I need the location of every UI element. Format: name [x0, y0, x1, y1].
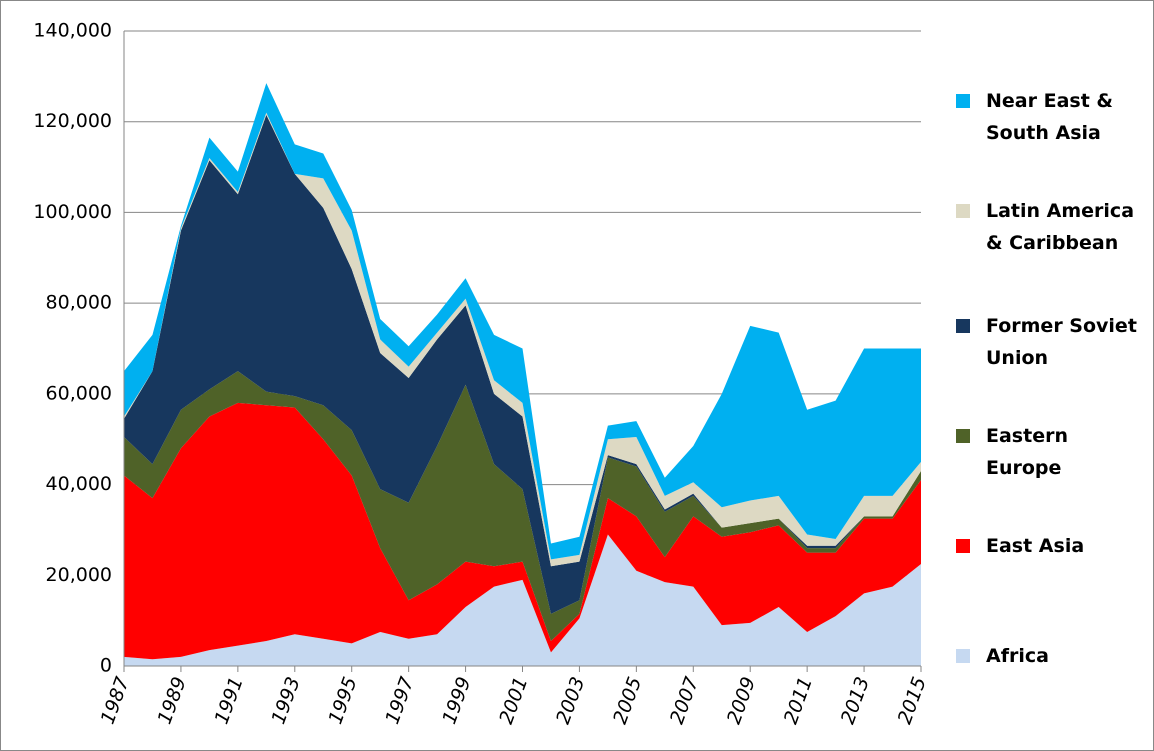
- y-tick-label: 80,000: [46, 292, 112, 314]
- area: [124, 534, 921, 666]
- y-tick-label: 20,000: [46, 564, 112, 586]
- y-tick-label: 40,000: [46, 473, 112, 495]
- x-tick-label: 2005: [609, 674, 646, 727]
- x-tick-label: 2009: [723, 674, 760, 727]
- legend-label: East Asia: [986, 535, 1085, 557]
- legend-entry: Former Soviet Union: [956, 310, 1146, 374]
- x-tick-label: 1999: [438, 674, 475, 727]
- legend-entry: Africa: [956, 640, 1146, 672]
- x-tick-label: 2015: [894, 674, 931, 727]
- x-tick-label: 2001: [495, 674, 532, 727]
- area: [124, 371, 921, 642]
- legend-swatch: [956, 539, 970, 553]
- x-tick-label: 1991: [211, 674, 248, 727]
- x-tick-label: 2013: [837, 674, 874, 727]
- y-tick-label: 0: [100, 655, 112, 677]
- legend-swatch: [956, 319, 970, 333]
- legend-swatch: [956, 649, 970, 663]
- x-tick-label: 2011: [780, 674, 817, 727]
- y-tick-label: 140,000: [33, 20, 112, 42]
- y-tick-label: 60,000: [46, 382, 112, 404]
- y-tick-label: 100,000: [33, 201, 112, 223]
- legend-label: Latin America & Caribbean: [986, 200, 1135, 254]
- legend-entry: Eastern Europe: [956, 420, 1146, 484]
- legend-label: Africa: [986, 645, 1049, 667]
- legend-swatch: [956, 429, 970, 443]
- x-tick-label: 1995: [324, 674, 361, 727]
- legend-entry: East Asia: [956, 530, 1146, 562]
- y-tick-label: 120,000: [33, 110, 112, 132]
- x-tick-label: 2007: [666, 674, 703, 727]
- x-tick-label: 1993: [267, 674, 304, 727]
- area: [124, 402, 921, 660]
- x-tick-label: 1987: [97, 674, 134, 727]
- legend-entry: Near East & South Asia: [956, 85, 1146, 149]
- legend-label: Eastern Europe: [986, 425, 1068, 479]
- legend-label: Near East & South Asia: [986, 90, 1113, 144]
- legend-label: Former Soviet Union: [986, 315, 1137, 369]
- x-tick-label: 1997: [381, 674, 418, 727]
- x-tick-label: 2003: [552, 674, 589, 727]
- legend-swatch: [956, 204, 970, 218]
- legend-swatch: [956, 94, 970, 108]
- area: [124, 114, 921, 614]
- x-tick-label: 1989: [154, 674, 191, 727]
- area: [124, 83, 921, 560]
- legend-entry: Latin America & Caribbean: [956, 195, 1146, 259]
